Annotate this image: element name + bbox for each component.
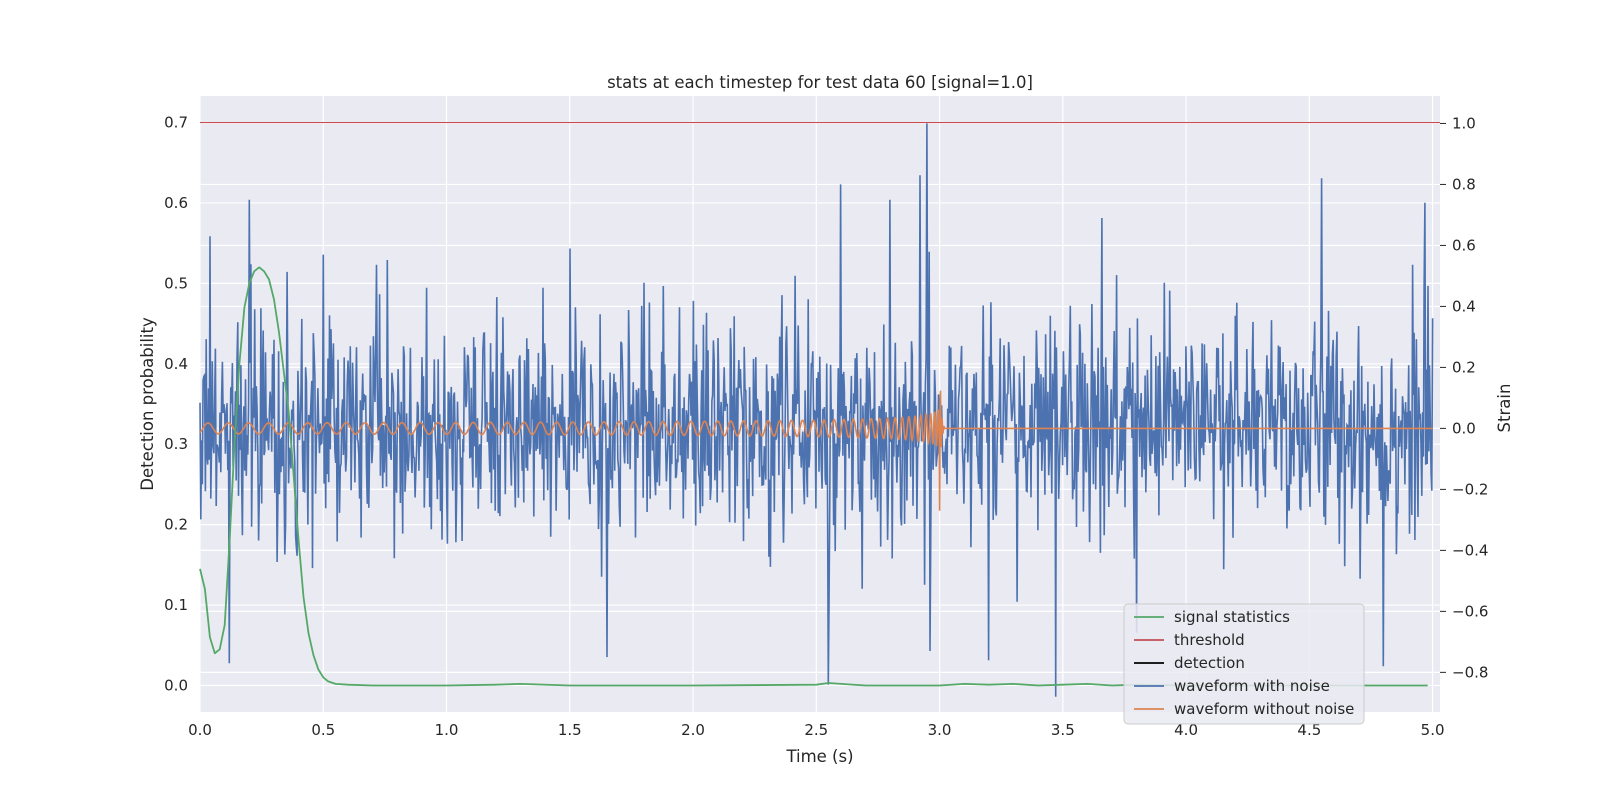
- y-left-axis-label: Detection probability: [138, 317, 157, 491]
- legend-label-waveform-with-noise: waveform with noise: [1174, 677, 1330, 695]
- y-left-tick-label: 0.0: [164, 676, 188, 694]
- y-right-tick-label: −0.6: [1452, 602, 1488, 620]
- y-right-tick-label: −0.2: [1452, 480, 1488, 498]
- y-left-tick-label: 0.6: [164, 194, 188, 212]
- y-left-tick-label: 0.3: [164, 435, 188, 453]
- y-left-tick-label: 0.1: [164, 596, 188, 614]
- y-right-tick-label: −0.4: [1452, 541, 1488, 559]
- y-left-axis-ticks: 0.0 0.1 0.2 0.3 0.4 0.5 0.6 0.7: [164, 114, 188, 695]
- x-tick-label: 0.0: [188, 721, 212, 739]
- legend-label-waveform-without-noise: waveform without noise: [1174, 700, 1354, 718]
- x-tick-label: 0.5: [311, 721, 335, 739]
- y-right-tick-label: −0.8: [1452, 663, 1488, 681]
- y-right-tick-label: 0.2: [1452, 358, 1476, 376]
- chart-title: stats at each timestep for test data 60 …: [607, 73, 1033, 92]
- x-axis-label: Time (s): [785, 747, 853, 766]
- x-tick-label: 5.0: [1421, 721, 1445, 739]
- y-left-tick-label: 0.2: [164, 516, 188, 534]
- x-tick-label: 1.0: [435, 721, 459, 739]
- y-right-tick-label: 1.0: [1452, 114, 1476, 132]
- legend-box: [1123, 603, 1365, 725]
- legend-label-threshold: threshold: [1174, 631, 1245, 649]
- series-layer: [199, 121, 1440, 697]
- legend-label-detection: detection: [1174, 654, 1245, 672]
- y-right-tick-label: 0.0: [1452, 419, 1476, 437]
- y-right-tick-label: 0.6: [1452, 236, 1476, 254]
- series-waveform-with-noise: [199, 123, 1434, 697]
- y-right-axis-ticks: −0.8 −0.6 −0.4 −0.2 0.0 0.2 0.4 0.6 0.8 1.0: [1440, 114, 1488, 681]
- y-left-tick-label: 0.4: [164, 355, 188, 373]
- x-tick-label: 1.5: [558, 721, 582, 739]
- y-right-axis-label: Strain: [1495, 384, 1514, 433]
- x-tick-label: 2.5: [804, 721, 828, 739]
- x-tick-label: 3.0: [928, 721, 952, 739]
- legend-label-signal-statistics: signal statistics: [1174, 608, 1290, 626]
- y-left-tick-label: 0.5: [164, 274, 188, 292]
- legend: signal statistics threshold detection wa…: [1123, 603, 1365, 725]
- x-tick-label: 4.0: [1174, 721, 1198, 739]
- x-tick-label: 2.0: [681, 721, 705, 739]
- x-tick-label: 4.5: [1297, 721, 1321, 739]
- series-waveform-without-noise: [199, 390, 1433, 511]
- y-right-tick-label: 0.8: [1452, 175, 1476, 193]
- y-left-tick-label: 0.7: [164, 114, 188, 132]
- x-tick-label: 3.5: [1051, 721, 1075, 739]
- series-signal-statistics: [199, 266, 1428, 687]
- x-axis-ticks: 0.0 0.5 1.0 1.5 2.0 2.5 3.0 3.5 4.0 4.5 5.0: [188, 721, 1444, 739]
- y-right-tick-label: 0.4: [1452, 297, 1476, 315]
